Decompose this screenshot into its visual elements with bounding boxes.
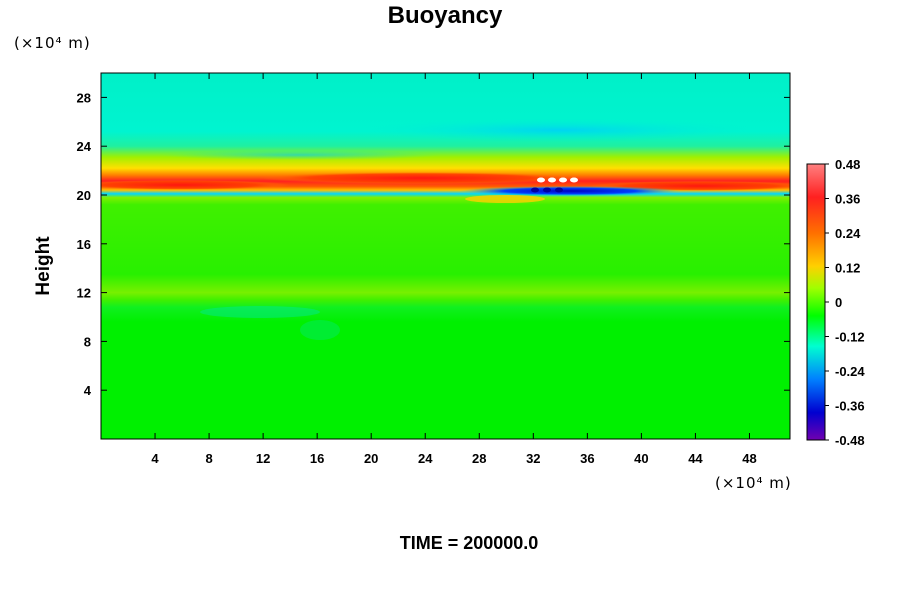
colorbar-tick-label: 0 <box>835 295 842 310</box>
x-tick-label: 44 <box>688 451 703 466</box>
y-tick-label: 16 <box>77 237 91 252</box>
x-tick-label: 4 <box>151 451 159 466</box>
x-axis: 4 8 12 16 20 24 28 32 36 40 44 48 <box>151 73 757 466</box>
chart-title: Buoyancy <box>388 2 503 29</box>
y-unit-label: (×10⁴ m) <box>14 34 91 52</box>
x-tick-label: 32 <box>526 451 540 466</box>
heatmap-field <box>101 73 790 439</box>
colorbar-tick-label: -0.48 <box>835 433 865 448</box>
colorbar-tick-label: 0.48 <box>835 157 860 172</box>
x-tick-label: 40 <box>634 451 648 466</box>
plot-frame <box>100 72 791 440</box>
y-axis: 4 8 12 16 20 24 28 <box>77 90 790 398</box>
colorbar-tick-label: -0.24 <box>835 364 865 379</box>
yellow-lower-lobe <box>465 195 545 203</box>
x-tick-label: 24 <box>418 451 433 466</box>
blue-wave-dots <box>531 187 563 193</box>
y-axis-label: Height <box>33 236 54 296</box>
x-tick-label: 36 <box>580 451 594 466</box>
x-tick-label: 8 <box>205 451 212 466</box>
y-tick-label: 20 <box>77 188 91 203</box>
cyan-lower-patch <box>160 150 440 160</box>
cool-layer-patch <box>200 306 320 318</box>
cyan-upper-patch <box>360 118 760 142</box>
x-tick-label: 16 <box>310 451 324 466</box>
y-tick-label: 28 <box>77 90 91 105</box>
colorbar <box>806 163 826 441</box>
colorbar-tick-label: -0.12 <box>835 330 865 345</box>
blue-dipole-core <box>460 186 680 196</box>
colorbar-tick-label: 0.36 <box>835 192 860 207</box>
colorbar-tick-label: 0.12 <box>835 261 860 276</box>
x-unit-label: (×10⁴ m) <box>715 474 792 492</box>
red-band-core-middle <box>260 172 580 184</box>
red-band-core-left <box>101 180 290 190</box>
white-wave-dots <box>537 177 578 183</box>
y-tick-label: 8 <box>84 334 91 349</box>
x-tick-label: 12 <box>256 451 270 466</box>
x-tick-label: 20 <box>364 451 378 466</box>
colorbar-ticks: 0.48 0.36 0.24 0.12 0 -0.12 -0.24 -0.36 -0.48 <box>825 157 865 448</box>
x-tick-label: 28 <box>472 451 486 466</box>
time-annotation: TIME = 200000.0 <box>400 533 539 553</box>
cool-layer-patch-2 <box>300 320 340 340</box>
y-tick-label: 24 <box>77 139 92 154</box>
colorbar-tick-label: 0.24 <box>835 226 861 241</box>
y-tick-label: 4 <box>84 383 92 398</box>
x-tick-label: 48 <box>742 451 756 466</box>
y-tick-label: 12 <box>77 286 91 301</box>
colorbar-tick-label: -0.36 <box>835 399 865 414</box>
